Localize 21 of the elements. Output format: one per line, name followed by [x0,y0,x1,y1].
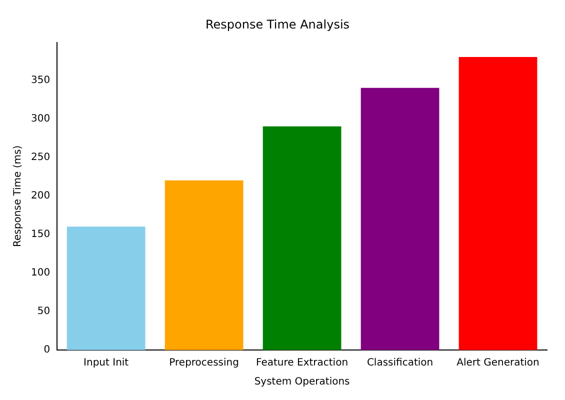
chart-title: Response Time Analysis [205,17,350,32]
y-tick-label: 50 [37,306,50,318]
bar [458,57,538,350]
bar [66,226,146,350]
x-tick-label: Feature Extraction [256,358,348,369]
y-tick-label: 250 [30,152,50,163]
x-tick-label: Classification [366,358,434,369]
y-axis-title: Response Time (ms) [12,145,24,248]
y-tick-label: 0 [44,344,50,356]
y-tick-label: 350 [30,74,50,86]
x-tick-label: Preprocessing [169,358,239,369]
x-tick-label: Input Init [84,358,129,369]
y-tick-label: 200 [30,190,50,202]
x-axis-title: System Operations [254,376,350,388]
bar [164,180,244,350]
bar [262,126,342,350]
y-tick-label: 300 [30,113,50,124]
x-tick-label: Alert Generation [456,358,540,369]
y-tick-label: 100 [30,268,50,278]
bar [360,88,440,350]
y-tick-label: 150 [30,228,50,240]
